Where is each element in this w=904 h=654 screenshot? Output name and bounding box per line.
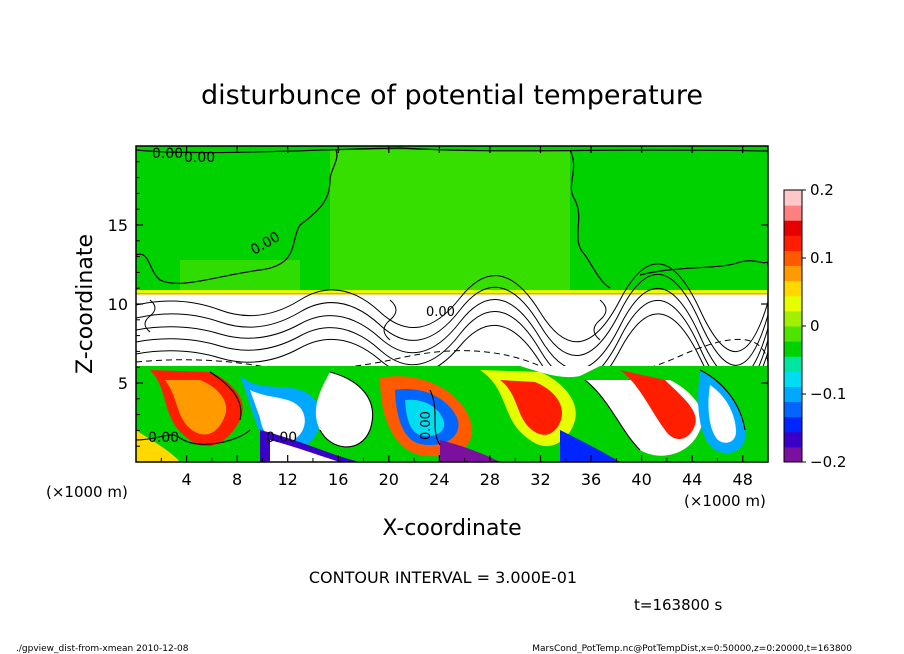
lower-layer-contours — [136, 369, 746, 451]
colorbar-swatch — [784, 356, 802, 372]
colorbar-ticks: 0.2 0.1 0 −0.1 −0.2 — [802, 181, 846, 471]
upper-contour-3 — [639, 260, 768, 276]
colorbar-swatch — [784, 265, 802, 282]
colorbar-swatch — [784, 220, 802, 236]
x-unit-right: (×1000 m) — [684, 492, 766, 510]
upper-contour-2 — [569, 149, 611, 289]
colorbar-swatch — [784, 446, 802, 463]
colorbar-swatch — [784, 190, 802, 206]
colorbar-tick-label: 0.2 — [810, 181, 834, 199]
colorbar-swatch — [784, 341, 802, 357]
colorbar-tick-label: 0.1 — [810, 249, 834, 267]
footer-left: ./gpview_dist-from-xmean 2010-12-08 — [16, 644, 189, 654]
x-tick-label: 8 — [232, 470, 242, 489]
contour-label: 0.00 — [152, 146, 183, 162]
contour-interval: CONTOUR INTERVAL = 3.000E-01 — [309, 568, 577, 587]
colorbar-swatch — [784, 295, 802, 312]
contour-label: 0.00 — [148, 430, 179, 446]
upper-layer-shade-1 — [330, 150, 570, 290]
upper-contour-4 — [136, 147, 768, 154]
x-tick-label: 24 — [429, 470, 449, 489]
inversion-band — [136, 290, 768, 293]
colorbar-swatches — [784, 190, 802, 463]
upper-layer-shade-2 — [180, 260, 300, 290]
time-label: t=163800 s — [634, 596, 722, 614]
lower-layer-field — [136, 366, 768, 462]
colorbar-swatch — [784, 401, 802, 418]
colorbar-swatch — [784, 326, 802, 342]
colorbar-tick-label: −0.1 — [810, 385, 846, 403]
colorbar-tick-label: 0 — [810, 317, 820, 335]
x-tick-label: 32 — [530, 470, 550, 489]
inversion-band-orange — [136, 293, 768, 295]
x-tick-label: 16 — [328, 470, 348, 489]
colorbar-swatch — [784, 280, 802, 297]
contour-label: 0.00 — [426, 305, 455, 320]
contour-band — [136, 263, 768, 399]
colorbar: 0.2 0.1 0 −0.1 −0.2 — [783, 181, 846, 471]
x-axis-label: X-coordinate — [382, 516, 521, 541]
x-tick-label: 40 — [631, 470, 651, 489]
x-tick-label: 20 — [379, 470, 399, 489]
colorbar-swatch — [784, 205, 802, 221]
footer-right: MarsCond_PotTemp.nc@PotTempDist,x=0:5000… — [532, 644, 852, 654]
plot-area — [136, 146, 768, 462]
colorbar-swatch — [784, 416, 802, 433]
colorbar-tick-label: −0.2 — [810, 453, 846, 471]
contour-label: 0.00 — [184, 150, 215, 166]
y-tick-label: 10 — [108, 295, 128, 314]
x-tick-label: 12 — [278, 470, 298, 489]
x-axis-ticks: 4 8 12 16 20 24 28 32 36 40 44 48 — [160, 146, 753, 489]
upper-contour-1 — [136, 149, 338, 284]
x-tick-label: 28 — [480, 470, 500, 489]
y-tick-label: 15 — [108, 216, 128, 235]
y-axis-ticks: 5 10 15 — [108, 161, 768, 447]
colorbar-swatch — [784, 431, 802, 448]
contour-label: 0.00 — [419, 411, 434, 440]
chart-title: disturbunce of potential temperature — [201, 80, 703, 111]
x-tick-label: 44 — [682, 470, 702, 489]
colorbar-swatch — [784, 310, 802, 327]
x-tick-label: 4 — [181, 470, 191, 489]
y-tick-label: 5 — [118, 374, 128, 393]
colorbar-swatch — [784, 371, 802, 387]
y-axis-label: Z-coordinate — [73, 234, 98, 374]
colorbar-swatch — [784, 250, 802, 267]
x-unit-left: (×1000 m) — [46, 483, 128, 501]
x-tick-label: 48 — [733, 470, 753, 489]
colorbar-swatch — [784, 386, 802, 403]
x-tick-label: 36 — [581, 470, 601, 489]
colorbar-swatch — [784, 235, 802, 251]
contour-band-dashed — [136, 338, 768, 378]
contour-label: 0.00 — [266, 430, 297, 446]
